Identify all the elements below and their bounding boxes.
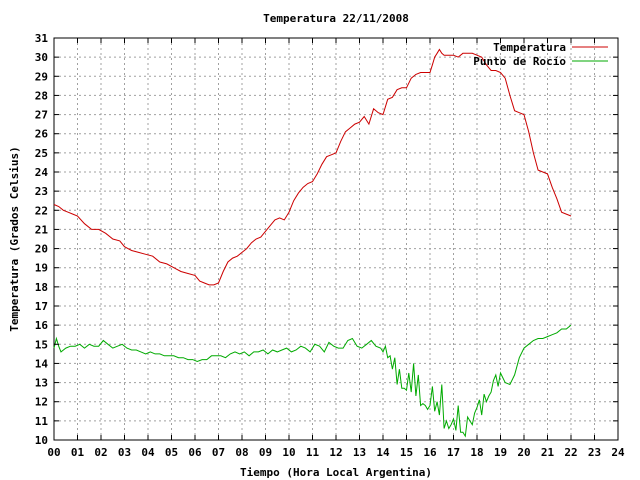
x-tick-label: 10 <box>282 446 295 459</box>
legend-label: Punto de Rocío <box>473 55 566 68</box>
x-axis-label: Tiempo (Hora Local Argentina) <box>240 466 432 479</box>
y-tick-label: 16 <box>35 319 49 332</box>
y-tick-label: 29 <box>35 70 48 83</box>
x-tick-label: 15 <box>400 446 413 459</box>
y-axis-label: Temperatura (Grados Celsius) <box>8 146 21 331</box>
y-tick-label: 30 <box>35 51 48 64</box>
series-line-punto-de-rocio <box>53 324 572 438</box>
x-tick-label: 21 <box>541 446 555 459</box>
legend-label: Temperatura <box>493 41 566 54</box>
y-tick-label: 31 <box>35 32 49 45</box>
x-tick-label: 22 <box>564 446 577 459</box>
x-tick-label: 18 <box>470 446 483 459</box>
x-tick-label: 14 <box>376 446 390 459</box>
x-tick-label: 20 <box>517 446 530 459</box>
x-tick-label: 06 <box>188 446 202 459</box>
x-tick-label: 23 <box>588 446 601 459</box>
y-tick-label: 23 <box>35 185 48 198</box>
x-tick-label: 04 <box>141 446 155 459</box>
x-tick-label: 03 <box>118 446 131 459</box>
x-tick-label: 24 <box>611 446 625 459</box>
y-tick-label: 26 <box>35 128 49 141</box>
y-tick-label: 25 <box>35 147 48 160</box>
y-tick-label: 17 <box>35 300 48 313</box>
y-tick-label: 13 <box>35 377 48 390</box>
grid <box>54 38 618 440</box>
series-line-temperatura <box>53 48 572 286</box>
x-tick-label: 07 <box>212 446 225 459</box>
x-tick-label: 13 <box>353 446 366 459</box>
y-tick-label: 12 <box>35 396 48 409</box>
y-tick-label: 20 <box>35 243 48 256</box>
x-tick-label: 01 <box>71 446 85 459</box>
y-tick-label: 21 <box>35 223 49 236</box>
y-tick-label: 10 <box>35 434 48 447</box>
y-tick-label: 19 <box>35 262 48 275</box>
y-tick-label: 11 <box>35 415 49 428</box>
y-tick-label: 27 <box>35 109 48 122</box>
series-layer <box>53 48 572 438</box>
y-tick-label: 22 <box>35 204 48 217</box>
x-tick-label: 00 <box>47 446 60 459</box>
tick-labels: 00 01 02 03 04 05 06 07 08 09 10 11 12 13 14 15 16 17 18 19… <box>35 32 625 459</box>
x-tick-label: 11 <box>306 446 320 459</box>
x-tick-label: 09 <box>259 446 272 459</box>
x-tick-label: 16 <box>423 446 437 459</box>
y-tick-label: 18 <box>35 281 48 294</box>
y-tick-label: 28 <box>35 89 48 102</box>
chart-title: Temperatura 22/11/2008 <box>263 12 409 25</box>
x-tick-label: 08 <box>235 446 248 459</box>
y-tick-label: 15 <box>35 338 48 351</box>
x-tick-label: 05 <box>165 446 178 459</box>
x-tick-label: 02 <box>94 446 107 459</box>
x-tick-label: 12 <box>329 446 342 459</box>
y-tick-label: 24 <box>35 166 49 179</box>
x-tick-label: 19 <box>494 446 507 459</box>
y-tick-label: 14 <box>35 357 49 370</box>
x-tick-label: 17 <box>447 446 460 459</box>
